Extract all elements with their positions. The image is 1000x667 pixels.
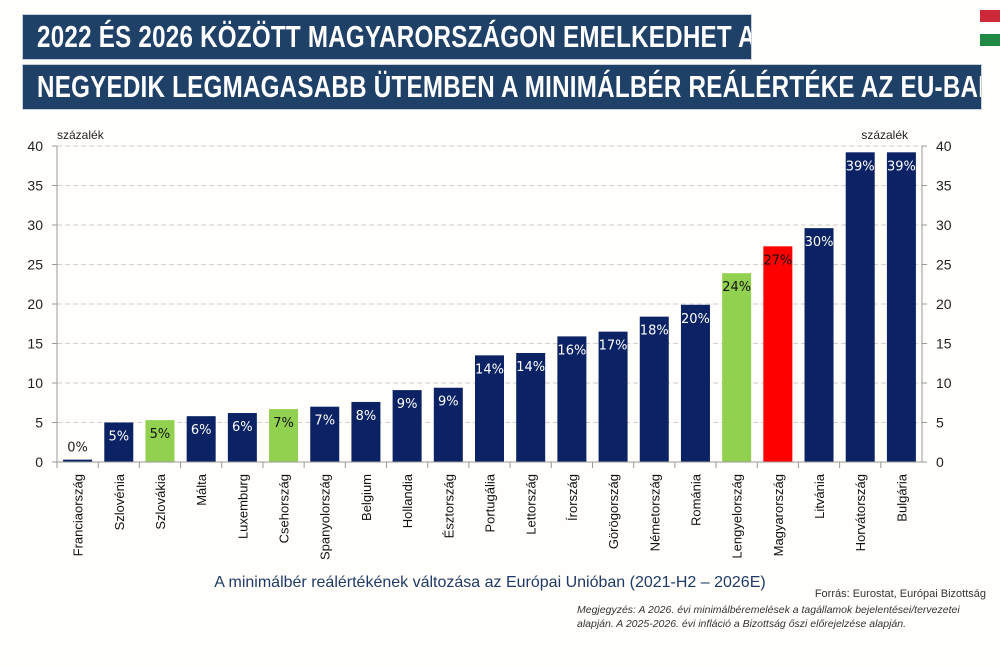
- x-category-label: Észtország: [441, 474, 456, 538]
- bar-Horvátország: [845, 152, 875, 462]
- bar-Hollandia: [392, 390, 422, 462]
- bar-Litvánia: [804, 228, 834, 462]
- data-label: 8%: [356, 409, 377, 424]
- bar-Luxemburg: [227, 413, 257, 462]
- data-label: 14%: [516, 360, 545, 375]
- x-category-label: Csehország: [277, 474, 292, 543]
- data-label: 7%: [273, 416, 294, 431]
- footnote: Megjegyzés: A 2026. évi minimálbéremelés…: [577, 603, 960, 631]
- flag-stripe-red: [980, 10, 1000, 22]
- flag-stripe-white: [980, 22, 1000, 34]
- data-label: 14%: [475, 362, 504, 377]
- y-tick-label-right: 25: [936, 257, 952, 273]
- x-category-label: Németország: [647, 474, 662, 551]
- data-label: 20%: [681, 312, 710, 327]
- bar-Franciaország: [63, 459, 93, 462]
- bar-Észtország: [433, 387, 463, 462]
- y-tick-label-right: 30: [936, 217, 952, 233]
- data-label: 7%: [314, 414, 335, 429]
- bar-Bulgária: [886, 152, 916, 462]
- x-category-label: Írország: [565, 474, 580, 521]
- data-label: 39%: [887, 159, 916, 174]
- x-category-label: Románia: [688, 473, 703, 526]
- y-tick-label-left: 0: [35, 454, 43, 470]
- title-line-1: 2022 ÉS 2026 KÖZÖTT MAGYARORSZÁGON EMELK…: [37, 19, 752, 54]
- x-category-label: Hollandia: [400, 473, 415, 528]
- source-text: Forrás: Eurostat, Európai Bizottság: [814, 588, 986, 600]
- x-category-label: Málta: [194, 473, 209, 506]
- data-label: 5%: [108, 430, 129, 445]
- x-category-label: Görögország: [606, 474, 621, 549]
- y-tick-label-left: 25: [27, 257, 43, 273]
- bar-Románia: [680, 304, 710, 462]
- data-label: 24%: [722, 280, 751, 295]
- data-label: 18%: [640, 324, 669, 339]
- y-tick-label-left: 30: [27, 217, 43, 233]
- x-category-label: Franciaország: [71, 474, 86, 556]
- data-label: 9%: [438, 395, 459, 410]
- footnote-line-2: alapján. A 2025-2026. évi infláció a Biz…: [577, 618, 907, 630]
- data-label: 39%: [846, 159, 875, 174]
- data-label: 27%: [763, 253, 792, 268]
- x-category-label: Spanyolország: [318, 474, 333, 560]
- x-category-label: Horvátország: [853, 474, 868, 551]
- y-tick-label-right: 40: [936, 138, 952, 154]
- y-axis-left-unit: százalék: [57, 128, 105, 142]
- bar-Belgium: [351, 401, 381, 462]
- bar-Lettország: [516, 352, 546, 462]
- y-tick-label-left: 20: [27, 296, 43, 312]
- x-category-label: Litvánia: [812, 473, 827, 519]
- bar-Szlovénia: [104, 422, 134, 462]
- y-tick-label-right: 20: [936, 296, 952, 312]
- title-line-1-box: 2022 ÉS 2026 KÖZÖTT MAGYARORSZÁGON EMELK…: [22, 14, 752, 60]
- title-line-2-box: NEGYEDIK LEGMAGASABB ÜTEMBEN A MINIMÁLBÉ…: [22, 64, 982, 110]
- title-line-2: NEGYEDIK LEGMAGASABB ÜTEMBEN A MINIMÁLBÉ…: [37, 69, 982, 104]
- data-label: 30%: [805, 235, 834, 250]
- y-tick-label-right: 5: [936, 415, 944, 431]
- data-label: 16%: [557, 343, 586, 358]
- bar-Szlovákia: [145, 420, 175, 462]
- data-label: 5%: [150, 427, 171, 442]
- x-category-label: Szlovénia: [112, 473, 127, 530]
- bar-Spanyolország: [310, 406, 340, 462]
- y-tick-label-left: 40: [27, 138, 43, 154]
- x-category-label: Lettország: [524, 474, 539, 535]
- bar-Lengyelország: [722, 273, 752, 462]
- y-tick-label-right: 0: [936, 454, 944, 470]
- bar-Csehország: [269, 409, 299, 462]
- x-category-label: Lengyelország: [730, 474, 745, 559]
- flag-stripe-green: [980, 34, 1000, 46]
- data-label: 9%: [397, 397, 418, 412]
- x-category-label: Bulgária: [894, 473, 909, 521]
- y-tick-label-left: 10: [27, 375, 43, 391]
- footnote-line-1: Megjegyzés: A 2026. évi minimálbéremelés…: [577, 604, 960, 616]
- bar-Málta: [186, 416, 216, 462]
- bar-Írország: [557, 336, 587, 462]
- bar-Magyarország: [763, 246, 793, 462]
- chart-title: A minimálbér reálértékének változása az …: [214, 574, 765, 591]
- bar-Németország: [639, 316, 669, 462]
- y-tick-label-left: 35: [27, 178, 43, 194]
- x-category-label: Szlovákia: [153, 473, 168, 529]
- y-tick-label-right: 10: [936, 375, 952, 391]
- x-category-label: Magyarország: [771, 474, 786, 556]
- x-category-label: Belgium: [359, 474, 374, 521]
- y-tick-label-right: 35: [936, 178, 952, 194]
- y-tick-label-left: 5: [35, 415, 43, 431]
- data-label: 6%: [191, 423, 212, 438]
- data-label: 17%: [599, 339, 628, 354]
- data-label: 0%: [67, 441, 88, 456]
- y-axis-right-unit: százalék: [861, 128, 909, 142]
- y-tick-label-right: 15: [936, 336, 952, 352]
- data-label: 6%: [232, 420, 253, 435]
- x-category-label: Luxemburg: [235, 474, 250, 539]
- y-tick-label-left: 15: [27, 336, 43, 352]
- bar-Görögország: [598, 331, 628, 462]
- x-category-label: Portugália: [483, 473, 498, 532]
- bar-Portugália: [475, 355, 504, 462]
